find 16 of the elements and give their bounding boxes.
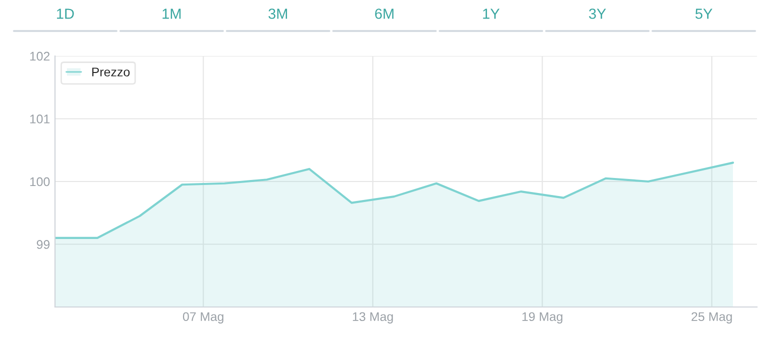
text: 1Y: [483, 8, 500, 19]
x-tick-label: 19 Mag: [522, 312, 562, 324]
x-tick-label: 13 Mag: [352, 312, 393, 324]
text: 1D: [57, 8, 74, 19]
text: 1M: [162, 8, 181, 19]
text: 3M: [268, 8, 288, 19]
text: 3Y: [588, 8, 606, 19]
y-tick-label: 102: [30, 52, 50, 61]
text: 6M: [375, 8, 394, 19]
y-tick-label: 101: [30, 114, 50, 124]
legend-label: Prezzo: [92, 68, 130, 76]
x-tick-label: 25 Mag: [692, 312, 732, 324]
text: 5Y: [695, 8, 712, 19]
y-tick-label: 100: [30, 177, 50, 186]
x-tick-label: 07 Mag: [182, 312, 224, 324]
y-tick-label: 99: [36, 240, 50, 249]
